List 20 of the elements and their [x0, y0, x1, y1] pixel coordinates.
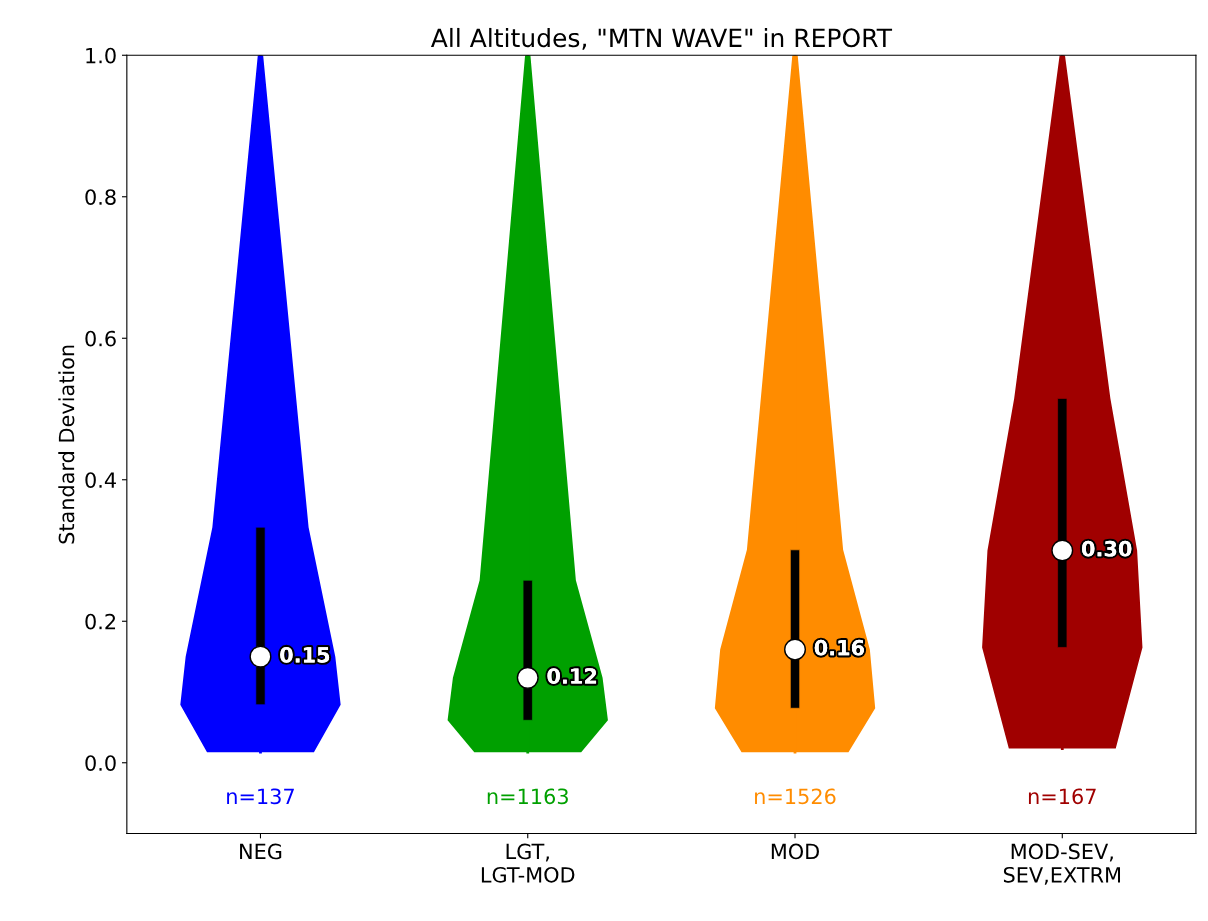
y-tick-label: 0.0: [85, 755, 116, 771]
text: 0.15: [280, 646, 330, 663]
annotation: n=137: [227, 788, 294, 805]
text: 0.30: [1081, 540, 1132, 557]
annotation: n=167: [1028, 788, 1096, 805]
x-tick-label: NEG: [240, 843, 282, 860]
annotation: n=1526: [755, 788, 836, 805]
y-tick-label: 1.0: [86, 47, 116, 64]
text: 0.12: [547, 668, 597, 684]
x-tick-label: MOD-SEV, SEV,EXTRM: [1003, 843, 1121, 885]
chart-title: All Altitudes, "MTN WAVE" in REPORT: [430, 27, 893, 50]
x-tick-label: LGT, LGT-MOD: [481, 843, 575, 883]
y-tick-label: 0.6: [85, 330, 116, 347]
annotation: n=1163: [487, 788, 568, 805]
x-tick-label: MOD: [771, 843, 819, 860]
y-tick-label: 0.4: [85, 472, 116, 488]
y-tick-label: 0.2: [85, 613, 116, 630]
y-axis-title: Standard Deviation: [58, 345, 75, 544]
text: 0.16: [814, 639, 865, 656]
y-tick-label: 0.8: [85, 189, 116, 205]
